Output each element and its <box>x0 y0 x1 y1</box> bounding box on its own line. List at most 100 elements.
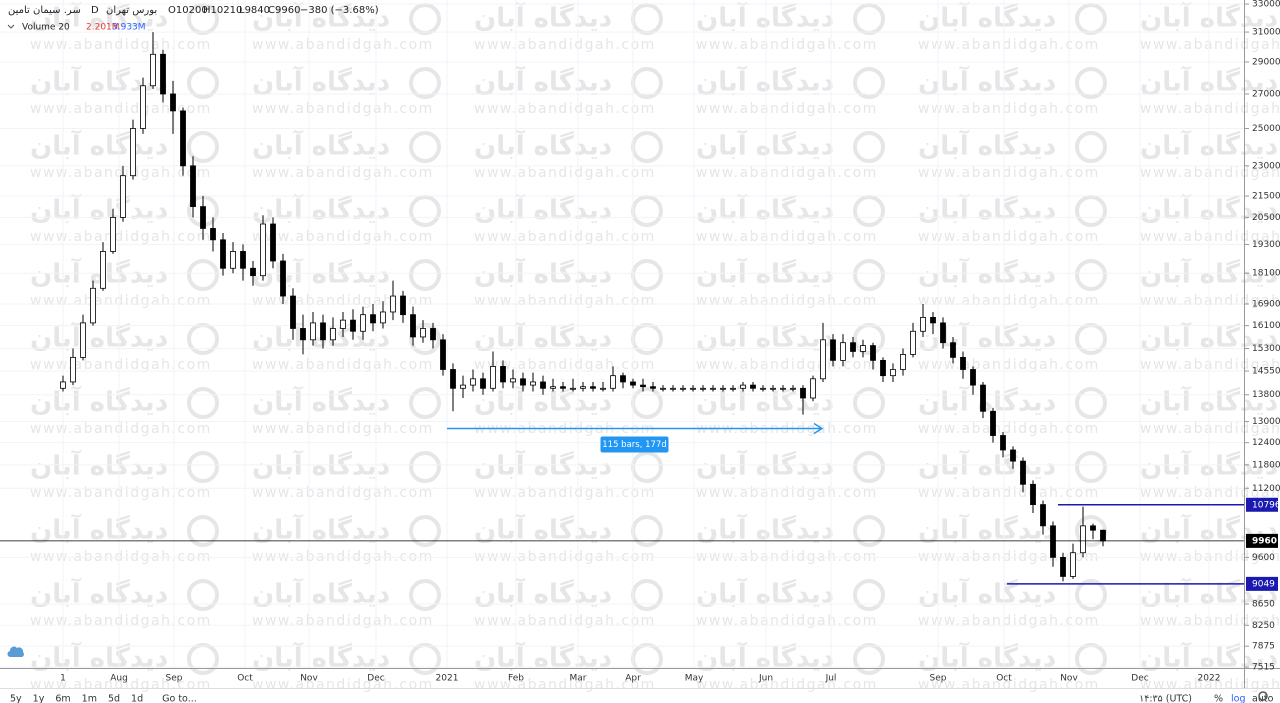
watermark-url: www.abandidgah.com <box>30 613 212 629</box>
candle-body <box>820 339 826 380</box>
candle-body <box>1030 483 1036 505</box>
y-tick-label: 29000 <box>1252 57 1280 67</box>
x-tick-label: Oct <box>996 674 1012 684</box>
candle-body <box>860 345 866 352</box>
watermark-logo: دیدگاه آبان <box>918 578 1056 610</box>
watermark-logo: دیدگاه آبان <box>252 450 390 482</box>
watermark-icon <box>1075 643 1107 675</box>
watermark-icon <box>409 131 441 163</box>
range-button[interactable]: 1m <box>82 694 97 703</box>
y-tick-label: 11200 <box>1252 484 1280 494</box>
candle-body <box>760 387 766 390</box>
candle-body <box>480 378 486 389</box>
y-tick-label: 8650 <box>1252 600 1275 610</box>
candle-body <box>670 387 676 390</box>
watermark-url: www.abandidgah.com <box>696 229 878 245</box>
watermark-logo: دیدگاه آبان <box>30 578 168 610</box>
range-button[interactable]: 1y <box>33 694 45 703</box>
watermark-icon <box>853 579 885 611</box>
watermark-url: www.abandidgah.com <box>918 37 1100 53</box>
candle-body <box>730 387 736 390</box>
ohlc-low: L9840 <box>239 5 270 16</box>
candle-body <box>600 387 606 390</box>
watermark-icon <box>187 67 219 99</box>
watermark-icon <box>1075 323 1107 355</box>
settings-icon[interactable] <box>1258 691 1268 701</box>
x-tick-label: Apr <box>625 674 641 684</box>
candle-body <box>310 322 316 341</box>
y-tick-label: 7875 <box>1252 642 1275 652</box>
y-tick-label: 33000 <box>1252 0 1280 10</box>
y-tick-label: 9600 <box>1252 553 1275 563</box>
x-tick-label: Nov <box>1060 674 1078 684</box>
x-tick-label: 1 <box>60 674 66 684</box>
candle-body <box>170 93 176 112</box>
y-tick-label: 25000 <box>1252 124 1280 134</box>
interval: D <box>91 5 99 16</box>
watermark-url: www.abandidgah.com <box>30 421 212 437</box>
candle-body <box>390 295 396 313</box>
watermark-url: www.abandidgah.com <box>696 37 878 53</box>
y-tick-label: 13800 <box>1252 390 1280 400</box>
watermark-logo: دیدگاه آبان <box>30 66 168 98</box>
measure-label: 115 bars, 177d <box>602 440 666 450</box>
volume-name: Volume 20 <box>22 23 70 33</box>
watermark-icon <box>187 259 219 291</box>
watermark-url: www.abandidgah.com <box>252 101 434 117</box>
watermark-icon <box>409 515 441 547</box>
range-button[interactable]: 1d <box>131 694 143 703</box>
watermark-logo: دیدگاه آبان <box>918 66 1056 98</box>
range-button[interactable]: 5y <box>10 694 22 703</box>
candle-body <box>1100 529 1106 542</box>
y-tick-label: 12400 <box>1252 438 1280 448</box>
last-price-bg <box>1246 533 1278 548</box>
watermark-url: www.abandidgah.com <box>696 677 878 693</box>
watermark-logo: دیدگاه آبان <box>30 194 168 226</box>
candle-body <box>490 366 496 389</box>
watermark-logo: دیدگاه آبان <box>696 2 834 34</box>
watermark-icon <box>1075 195 1107 227</box>
watermark-icon <box>853 131 885 163</box>
auto-button[interactable]: auto <box>1252 694 1274 703</box>
watermark-icon <box>187 131 219 163</box>
candle-body <box>870 345 876 361</box>
watermark-url: www.abandidgah.com <box>696 165 878 181</box>
candle-body <box>510 378 516 383</box>
candle-body <box>950 342 956 358</box>
y-tick-label: 13000 <box>1252 417 1280 427</box>
candle-body <box>1090 525 1096 531</box>
watermark-url: www.abandidgah.com <box>696 485 878 501</box>
y-tick-label: 8250 <box>1252 621 1275 631</box>
range-button[interactable]: 5d <box>108 694 120 703</box>
price-label: 10796 <box>1252 500 1280 510</box>
candle-body <box>260 223 266 277</box>
candle-body <box>330 328 336 341</box>
percent-button[interactable]: % <box>1214 694 1223 703</box>
time-label: ۱۴:۳۵ (UTC) <box>1139 694 1192 703</box>
log-button[interactable]: log <box>1231 694 1245 703</box>
candle-body <box>640 384 646 388</box>
candle-body <box>140 85 146 129</box>
watermark-url: www.abandidgah.com <box>1140 37 1280 53</box>
candle-body <box>110 217 116 252</box>
watermark-url: www.abandidgah.com <box>30 101 212 117</box>
volume-value: 2.201M <box>86 23 120 33</box>
goto-button[interactable]: Go to... <box>162 694 197 703</box>
candle-body <box>120 175 126 218</box>
candle-body <box>340 319 346 329</box>
x-tick-label: Sep <box>166 674 183 684</box>
watermark-url: www.abandidgah.com <box>696 613 878 629</box>
watermark-icon <box>1075 387 1107 419</box>
collapse-icon[interactable] <box>7 24 15 29</box>
watermark-logo: دیدگاه آبان <box>918 194 1056 226</box>
header: سر. سیمان تامین D بورس تهران O10200 H102… <box>7 5 379 33</box>
cloud-icon[interactable] <box>7 646 24 658</box>
watermark-url: www.abandidgah.com <box>252 37 434 53</box>
watermark-url: www.abandidgah.com <box>252 357 434 373</box>
candle-body <box>780 387 786 390</box>
candle-body <box>520 378 526 386</box>
watermark-logo: دیدگاه آبان <box>696 130 834 162</box>
watermark-logo: دیدگاه آبان <box>474 130 612 162</box>
y-tick-label: 15300 <box>1252 344 1280 354</box>
range-button[interactable]: 6m <box>55 694 70 703</box>
